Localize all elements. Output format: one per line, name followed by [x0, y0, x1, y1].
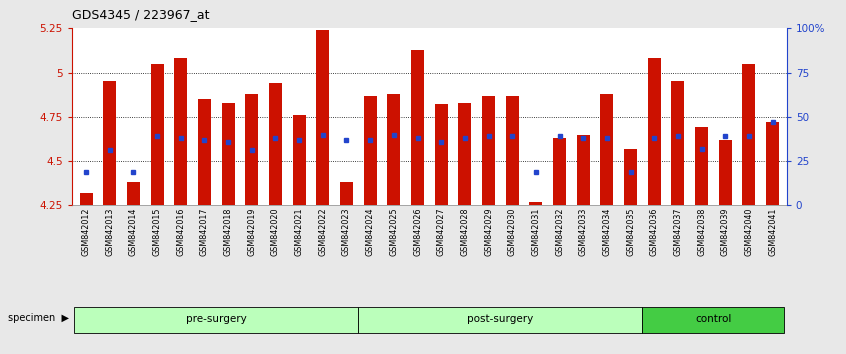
Text: pre-surgery: pre-surgery	[186, 314, 247, 324]
Text: GSM842013: GSM842013	[105, 207, 114, 256]
Bar	[103, 81, 116, 205]
Bar	[174, 58, 187, 205]
Text: GSM842032: GSM842032	[555, 207, 564, 256]
Bar	[672, 81, 684, 205]
Text: GSM842016: GSM842016	[176, 207, 185, 256]
Bar	[506, 96, 519, 205]
Bar	[459, 103, 471, 205]
Text: GSM842015: GSM842015	[152, 207, 162, 256]
Text: GSM842033: GSM842033	[579, 207, 588, 256]
Bar	[222, 103, 234, 205]
Bar	[411, 50, 424, 205]
Bar	[198, 99, 211, 205]
Bar	[340, 182, 353, 205]
Text: GSM842026: GSM842026	[413, 207, 422, 256]
Text: GSM842038: GSM842038	[697, 207, 706, 256]
Bar	[316, 30, 329, 205]
Bar	[80, 193, 92, 205]
Text: post-surgery: post-surgery	[467, 314, 534, 324]
Bar	[151, 64, 163, 205]
Bar	[127, 182, 140, 205]
Bar	[269, 83, 282, 205]
Text: specimen  ▶: specimen ▶	[8, 313, 69, 323]
Bar	[387, 94, 400, 205]
Text: GSM842019: GSM842019	[247, 207, 256, 256]
Bar	[577, 135, 590, 205]
Text: GSM842017: GSM842017	[200, 207, 209, 256]
Text: GSM842012: GSM842012	[81, 207, 91, 256]
Bar	[435, 104, 448, 205]
Text: control: control	[695, 314, 732, 324]
Text: GSM842023: GSM842023	[342, 207, 351, 256]
Bar	[743, 64, 755, 205]
Text: GSM842031: GSM842031	[531, 207, 541, 256]
Bar	[293, 115, 305, 205]
Bar	[364, 96, 376, 205]
Bar	[648, 58, 661, 205]
Text: GSM842014: GSM842014	[129, 207, 138, 256]
Text: GSM842022: GSM842022	[318, 207, 327, 256]
Text: GSM842034: GSM842034	[602, 207, 612, 256]
Text: GSM842041: GSM842041	[768, 207, 777, 256]
Bar	[766, 122, 779, 205]
Text: GSM842035: GSM842035	[626, 207, 635, 256]
Bar	[74, 307, 359, 333]
Bar	[482, 96, 495, 205]
Bar	[601, 94, 613, 205]
Bar	[553, 138, 566, 205]
Text: GSM842027: GSM842027	[437, 207, 446, 256]
Bar	[642, 307, 784, 333]
Bar	[530, 202, 542, 205]
Bar	[245, 94, 258, 205]
Text: GSM842030: GSM842030	[508, 207, 517, 256]
Text: GSM842018: GSM842018	[223, 207, 233, 256]
Text: GSM842020: GSM842020	[271, 207, 280, 256]
Text: GSM842024: GSM842024	[365, 207, 375, 256]
Text: GSM842021: GSM842021	[294, 207, 304, 256]
Text: GSM842025: GSM842025	[389, 207, 398, 256]
Bar	[359, 307, 642, 333]
Text: GSM842039: GSM842039	[721, 207, 730, 256]
Text: GSM842037: GSM842037	[673, 207, 683, 256]
Text: GSM842028: GSM842028	[460, 207, 470, 256]
Bar	[719, 140, 732, 205]
Text: GDS4345 / 223967_at: GDS4345 / 223967_at	[72, 8, 210, 21]
Bar	[695, 127, 708, 205]
Bar	[624, 149, 637, 205]
Text: GSM842040: GSM842040	[744, 207, 754, 256]
Text: GSM842036: GSM842036	[650, 207, 659, 256]
Text: GSM842029: GSM842029	[484, 207, 493, 256]
